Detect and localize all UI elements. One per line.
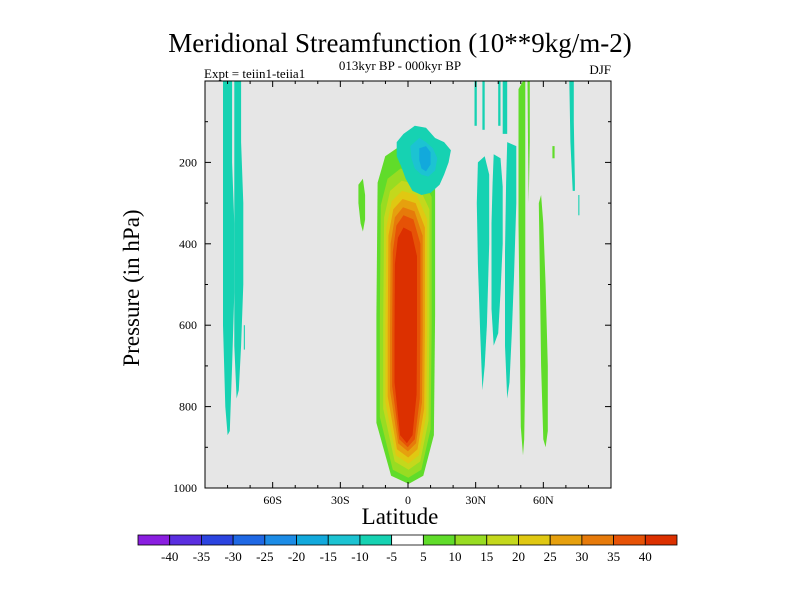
colorbar-label: 10 xyxy=(449,549,462,564)
neg-band-north-a xyxy=(476,156,490,391)
chart-subtitle: 013kyr BP - 000kyr BP xyxy=(338,58,462,73)
neg-band-north-c xyxy=(505,142,517,399)
colorbar-box xyxy=(327,534,361,546)
colorbar-label: 25 xyxy=(544,549,557,564)
chart-title: Meridional Streamfunction (10**9kg/m-2) xyxy=(168,28,632,58)
neg-sliver-north-b xyxy=(482,81,485,130)
colorbar-box xyxy=(454,534,488,546)
colorbar-box xyxy=(422,534,456,546)
season-label: DJF xyxy=(589,62,611,77)
y-tick-label: 200 xyxy=(179,155,197,169)
colorbar-box xyxy=(613,534,646,546)
colorbar-label: -30 xyxy=(224,549,241,564)
neg-band-south-a xyxy=(223,81,235,436)
colorbar-label: -25 xyxy=(256,549,273,564)
colorbar-box xyxy=(359,534,393,546)
x-tick-label: 30S xyxy=(331,493,350,507)
neg-sliver-north-c xyxy=(498,81,501,126)
experiment-label: Expt = teiin1-teiia1 xyxy=(204,66,306,81)
colorbar-label: -40 xyxy=(161,549,178,564)
colorbar-box xyxy=(169,534,202,546)
colorbar-box xyxy=(549,534,583,546)
colorbar-box xyxy=(486,534,519,546)
x-tick-label: 60N xyxy=(533,493,554,507)
colorbar-box xyxy=(644,534,678,546)
colorbar-label: 20 xyxy=(512,549,525,564)
colorbar-box xyxy=(264,534,297,546)
colorbar-label: 40 xyxy=(639,549,652,564)
colorbar-label: -20 xyxy=(288,549,305,564)
pos-patch-25s xyxy=(358,178,366,232)
neg-sliver-north-d xyxy=(502,81,508,134)
neg-sliver-south xyxy=(243,325,245,350)
colorbar-label: 35 xyxy=(607,549,620,564)
colorbar-box xyxy=(201,534,234,546)
x-tick-label: 0 xyxy=(405,493,411,507)
pos-band-north-a xyxy=(518,81,526,456)
neg-band-north-b xyxy=(491,154,503,346)
neg-sliver-north-a xyxy=(474,81,477,126)
colorbar-box xyxy=(137,534,171,546)
neg-upper-15 xyxy=(419,146,431,172)
neg-band-north-high xyxy=(569,81,575,191)
colorbar-label: 5 xyxy=(420,549,427,564)
y-tick-label: 600 xyxy=(179,318,197,332)
colorbar-box xyxy=(391,534,424,546)
x-tick-label: 30N xyxy=(465,493,486,507)
x-tick-label: 60S xyxy=(263,493,282,507)
colorbar-label: -35 xyxy=(193,549,210,564)
colorbar-label: -10 xyxy=(351,549,368,564)
colorbar-label: -15 xyxy=(320,549,337,564)
colorbar-box xyxy=(296,534,329,546)
x-axis-label: Latitude xyxy=(361,504,439,529)
cell-level-40 xyxy=(394,227,417,444)
pos-band-north-b xyxy=(538,195,548,448)
y-tick-label: 1000 xyxy=(173,481,197,495)
pos-sliver-north xyxy=(527,81,530,204)
pos-dot-north xyxy=(552,146,555,159)
colorbar-box xyxy=(581,534,614,546)
colorbar-label: 30 xyxy=(575,549,588,564)
colorbar-label: -5 xyxy=(386,549,397,564)
colorbar-box xyxy=(518,534,551,546)
colorbar-label: 15 xyxy=(480,549,493,564)
neg-sliver-high xyxy=(578,195,580,216)
colorbar-box xyxy=(232,534,266,546)
y-tick-label: 800 xyxy=(179,400,197,414)
y-tick-label: 400 xyxy=(179,237,197,251)
neg-band-south-b xyxy=(234,81,244,399)
